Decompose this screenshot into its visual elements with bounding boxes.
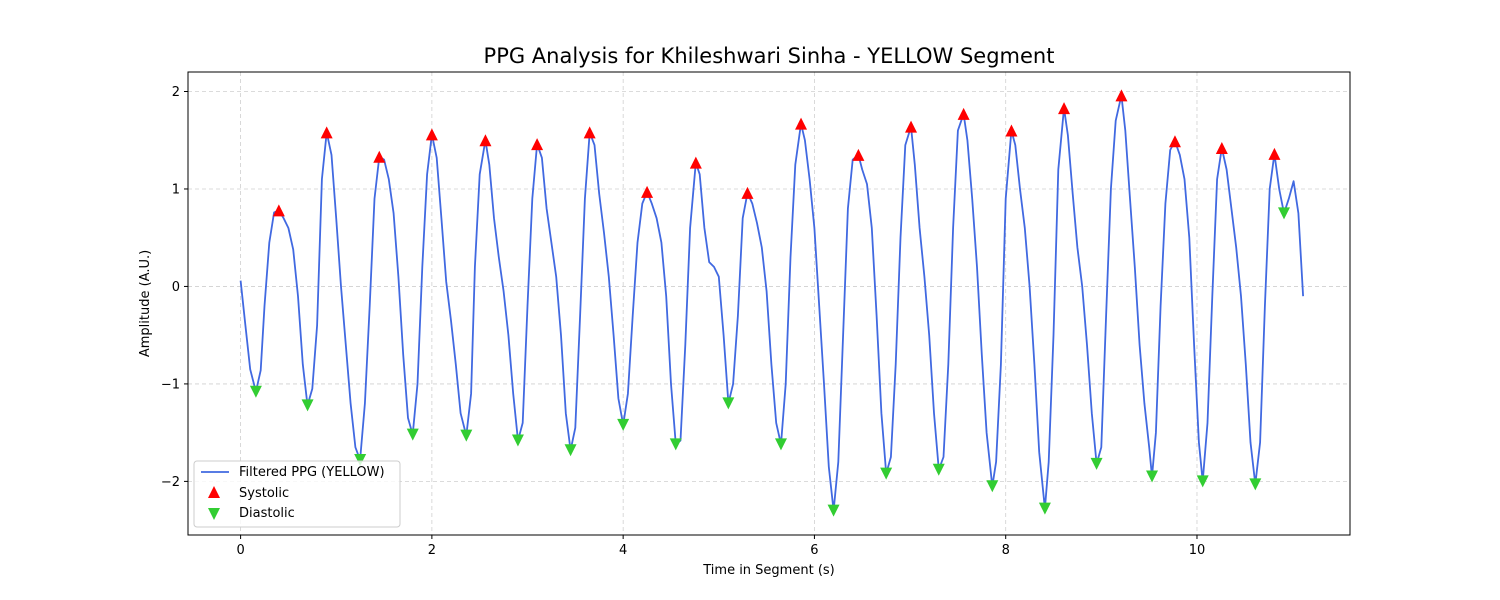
diastolic-trough-marker: [406, 428, 419, 441]
diastolic-trough-marker: [774, 438, 787, 451]
legend-label-systolic: Systolic: [239, 486, 289, 501]
systolic-peak-marker: [741, 186, 754, 199]
diastolic-trough-marker: [354, 453, 367, 466]
y-tick-label: −2: [161, 475, 180, 490]
plot-area: [239, 89, 1304, 517]
diastolic-trough-marker: [986, 480, 999, 493]
legend-systolic-marker: [208, 486, 220, 498]
systolic-peak-marker: [1168, 135, 1181, 148]
diastolic-trough-marker: [1278, 207, 1291, 220]
systolic-peak-marker: [1115, 89, 1128, 102]
diastolic-trough-marker: [617, 418, 630, 431]
systolic-peak-marker: [1215, 142, 1228, 155]
ppg-signal-line: [239, 94, 1304, 512]
diastolic-trough-marker: [827, 504, 840, 517]
diastolic-trough-marker: [932, 463, 945, 476]
chart-title: PPG Analysis for Khileshwari Sinha - YEL…: [484, 44, 1055, 68]
systolic-peak-marker: [531, 138, 544, 151]
y-tick-label: −1: [161, 377, 180, 392]
diastolic-trough-marker: [564, 444, 577, 457]
x-axis-label: Time in Segment (s): [702, 563, 834, 578]
diastolic-trough-marker: [460, 429, 473, 442]
y-tick-label: 0: [172, 280, 180, 295]
diastolic-trough-marker: [722, 397, 735, 410]
diastolic-trough-marker: [301, 399, 314, 412]
systolic-peak-marker: [1268, 147, 1281, 160]
legend-diastolic-marker: [208, 508, 220, 520]
systolic-peak-marker: [479, 134, 492, 147]
x-tick-label: 0: [236, 543, 244, 558]
systolic-peak-marker: [689, 156, 702, 169]
diastolic-trough-marker: [1090, 457, 1103, 470]
systolic-peak-marker: [957, 107, 970, 120]
systolic-peak-marker: [583, 126, 596, 139]
systolic-peak-marker: [852, 148, 865, 161]
diastolic-trough-marker: [1038, 502, 1051, 515]
x-tick-label: 2: [428, 543, 436, 558]
diastolic-trough-marker: [1249, 478, 1262, 491]
diastolic-trough-marker: [1146, 470, 1159, 483]
systolic-peak-marker: [1058, 102, 1071, 115]
x-tick-label: 4: [619, 543, 627, 558]
legend-box: [193, 460, 401, 528]
systolic-peak-marker: [641, 185, 654, 198]
systolic-peak-marker: [373, 150, 386, 163]
legend-label-diastolic: Diastolic: [239, 506, 295, 521]
systolic-peak-marker: [905, 120, 918, 133]
x-tick-label: 6: [810, 543, 818, 558]
x-axis-ticks: 0 2 4 6 8 10: [236, 535, 1205, 558]
y-tick-label: 2: [172, 85, 180, 100]
systolic-peak-marker: [320, 126, 333, 139]
y-tick-label: 1: [172, 182, 180, 197]
legend: Filtered PPG (YELLOW) Systolic Diastolic: [193, 460, 401, 528]
y-axis-label: Amplitude (A.U.): [138, 250, 153, 357]
diastolic-trough-marker: [669, 438, 682, 451]
plot-frame: [187, 71, 1351, 536]
systolic-peak-marker: [795, 117, 808, 130]
x-tick-label: 10: [1189, 543, 1206, 558]
diastolic-trough-marker: [880, 467, 893, 480]
diastolic-trough-marker: [1196, 475, 1209, 488]
systolic-peak-marker: [272, 204, 285, 217]
systolic-peak-marker: [1005, 124, 1018, 137]
legend-label-ppg: Filtered PPG (YELLOW): [239, 465, 385, 480]
diastolic-trough-marker: [511, 434, 524, 447]
systolic-peak-marker: [425, 128, 438, 141]
grid: [188, 72, 1350, 535]
y-axis-ticks: −2 −1 0 1 2: [161, 85, 188, 490]
x-tick-label: 8: [1002, 543, 1010, 558]
diastolic-trough-marker: [249, 385, 262, 398]
